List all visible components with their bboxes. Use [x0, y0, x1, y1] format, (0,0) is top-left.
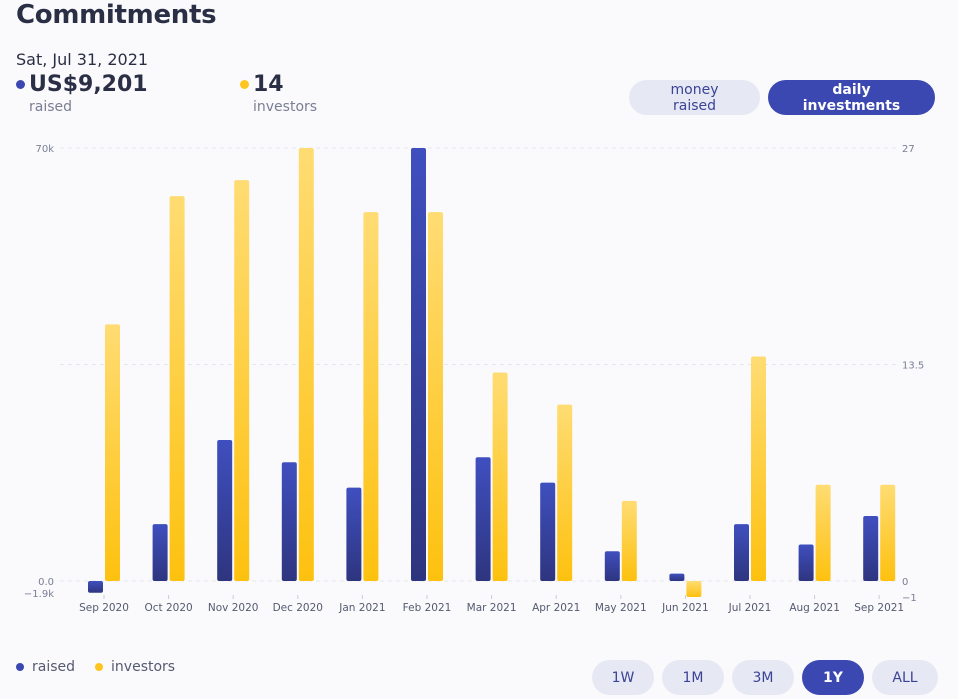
range-3m-button[interactable]: 3M: [732, 660, 794, 695]
raised-value: US$9,201: [29, 72, 148, 97]
x-tick-label: Mar 2021: [467, 602, 517, 614]
bar-raised: [798, 544, 814, 581]
y-left-tick-label: 70k: [35, 144, 54, 155]
bar-investors: [815, 484, 831, 581]
bar-raised: [475, 457, 491, 581]
x-tick-label: Feb 2021: [403, 602, 452, 614]
bar-raised: [734, 524, 749, 581]
bar-investors: [428, 212, 443, 582]
bar-investors: [686, 581, 702, 598]
y-right-tick-label: 27: [902, 144, 915, 155]
bar-investors: [298, 148, 314, 581]
investors-stat: 14 investors: [240, 72, 317, 115]
range-1w-button[interactable]: 1W: [592, 660, 654, 695]
bar-raised: [346, 487, 362, 581]
bar-raised: [411, 148, 426, 581]
bar-raised: [88, 581, 103, 593]
bar-raised: [540, 482, 556, 581]
bar-raised: [281, 462, 297, 581]
y-right-tick-label: 13.5: [902, 361, 924, 372]
bar-investors: [363, 212, 379, 582]
x-tick-label: Aug 2021: [789, 602, 840, 614]
bar-raised: [604, 551, 620, 581]
y-right-tick-label: −1: [902, 593, 917, 604]
chart-legend: raised investors: [16, 659, 195, 675]
legend-raised-dot-icon: [16, 663, 24, 671]
raised-label: raised: [29, 99, 73, 115]
bar-investors: [492, 372, 508, 581]
bar-investors: [169, 196, 185, 581]
daily-investments-button[interactable]: daily investments: [768, 80, 935, 115]
investors-dot-icon: [240, 80, 249, 89]
x-tick-label: Jun 2021: [661, 602, 708, 614]
raised-stat: US$9,201 raised: [16, 72, 148, 115]
y-left-tick-label: −1.9k: [24, 589, 54, 600]
legend-investors-label: investors: [111, 659, 176, 675]
x-tick-label: Sep 2021: [854, 602, 904, 614]
time-range-selector: 1W 1M 3M 1Y ALL: [592, 660, 938, 695]
x-tick-label: Nov 2020: [208, 602, 259, 614]
bar-investors: [557, 404, 573, 581]
money-raised-button[interactable]: money raised: [629, 80, 760, 115]
legend-investors-dot-icon: [95, 663, 104, 671]
raised-dot-icon: [16, 80, 25, 89]
legend-item-raised[interactable]: raised: [16, 659, 75, 675]
x-tick-label: Apr 2021: [532, 602, 580, 614]
x-tick-label: Dec 2020: [273, 602, 323, 614]
bar-investors: [880, 484, 896, 581]
investors-label: investors: [253, 99, 318, 115]
legend-raised-label: raised: [32, 659, 76, 675]
investors-value: 14: [253, 72, 284, 97]
y-right-tick-label: 0: [902, 577, 908, 588]
range-1y-button[interactable]: 1Y: [802, 660, 864, 695]
x-tick-label: Oct 2020: [144, 602, 192, 614]
page-title: Commitments: [16, 0, 217, 30]
bar-raised: [863, 516, 879, 581]
bar-investors: [751, 356, 766, 581]
x-tick-label: Jul 2021: [728, 602, 772, 614]
bar-chart: 70k 0.0−1.9k 27 13.5 0 −1 Sep 2020 Oct 2020 Nov …: [24, 144, 924, 614]
bar-investors: [105, 324, 120, 581]
bar-raised: [217, 439, 233, 581]
legend-item-investors[interactable]: investors: [95, 659, 175, 675]
range-all-button[interactable]: ALL: [872, 660, 938, 695]
selected-date: Sat, Jul 31, 2021: [16, 50, 149, 69]
bar-investors: [621, 500, 637, 581]
x-tick-label: May 2021: [595, 602, 647, 614]
y-left-tick-label: 0.0: [38, 577, 54, 588]
x-tick-label: Jan 2021: [338, 602, 385, 614]
bar-investors: [234, 180, 250, 581]
x-tick-label: Sep 2020: [79, 602, 129, 614]
range-1m-button[interactable]: 1M: [662, 660, 724, 695]
bar-raised: [669, 573, 685, 581]
bar-raised: [152, 524, 168, 581]
